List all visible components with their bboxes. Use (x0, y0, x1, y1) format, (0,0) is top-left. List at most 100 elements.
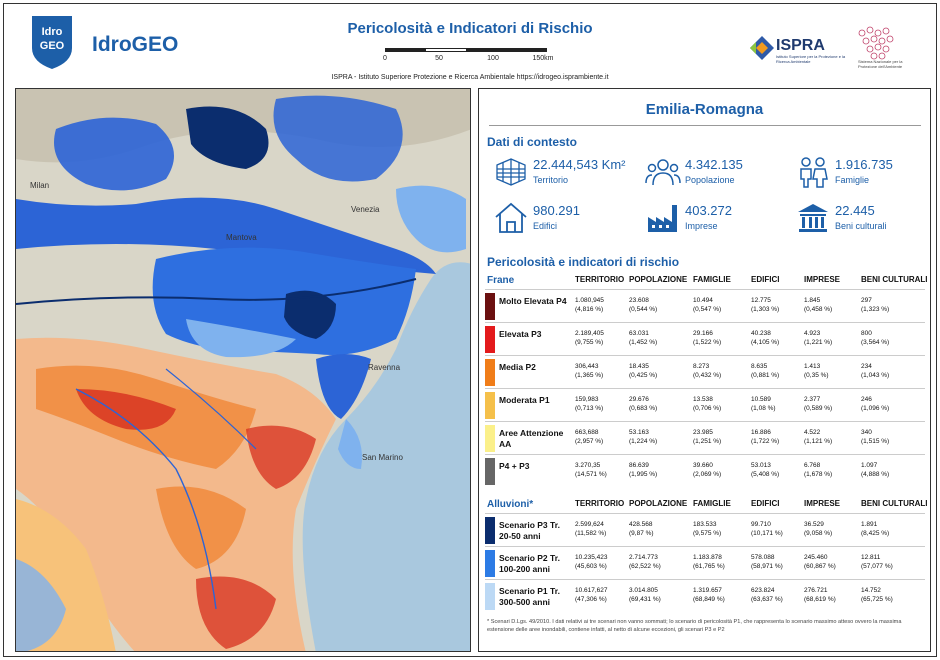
table-cell: 578.088 (58,971 %) (751, 554, 783, 572)
legend-swatch (485, 458, 495, 485)
table-cell: 1.319.657 (68,849 %) (693, 587, 725, 605)
cell-value: 297 (861, 297, 872, 304)
table-row: Media P2 306,443 (1,365 %) 18.435 (0,425 %) 8… (485, 355, 925, 388)
table-cell: 36.529 (9,058 %) (804, 521, 832, 539)
table-cell: 99.710 (10,171 %) (751, 521, 783, 539)
table-cell: 340 (1,515 %) (861, 429, 889, 447)
context-buildings: 980.291 Edifici (493, 201, 633, 239)
cell-value: 1.413 (804, 363, 821, 370)
cell-value: 3.270,35 (575, 462, 601, 469)
table-cell: 8.635 (0,881 %) (751, 363, 779, 381)
cell-percent: (0,544 %) (629, 305, 658, 313)
cell-value: 4.522 (804, 429, 821, 436)
table-cell: 86.639 (1,995 %) (629, 462, 657, 480)
cell-percent: (1,08 %) (751, 404, 776, 412)
context-label: Imprese (685, 221, 718, 231)
table-cell: 39.660 (2,069 %) (693, 462, 721, 480)
cell-percent: (68,619 %) (804, 595, 836, 603)
ispra-logo-icon (750, 36, 774, 60)
context-label: Edifici (533, 221, 558, 231)
cell-value: 1.097 (861, 462, 878, 469)
cell-percent: (1,995 %) (629, 470, 658, 478)
cell-percent: (60,867 %) (804, 562, 836, 570)
buildings-icon (495, 202, 527, 233)
table-cell: 276.721 (68,619 %) (804, 587, 836, 605)
table-row: Scenario P2 Tr. 100-200 anni 10.235,423 (4… (485, 546, 925, 579)
cell-value: 8.635 (751, 363, 768, 370)
cell-percent: (0,425 %) (629, 371, 658, 379)
context-label: Popolazione (685, 175, 735, 185)
legend-swatch (485, 583, 495, 610)
map-label-milan: Milan (30, 181, 50, 190)
cell-percent: (2,069 %) (693, 470, 722, 478)
cell-percent: (0,547 %) (693, 305, 722, 313)
cell-value: 39.660 (693, 462, 713, 469)
table-cell: 2.599,624 (11,582 %) (575, 521, 606, 539)
cell-value: 245.460 (804, 554, 828, 561)
context-label: Beni culturali (835, 221, 887, 231)
families-icon (800, 157, 828, 188)
cell-percent: (8,425 %) (861, 529, 890, 537)
table-cell: 2.189,405 (9,755 %) (575, 330, 604, 348)
cell-percent: (0,683 %) (629, 404, 658, 412)
divider (489, 125, 921, 126)
row-label: Scenario P3 Tr. 20-50 anni (499, 520, 560, 541)
cell-value: 12.811 (861, 554, 881, 561)
table-cell: 3.014.805 (69,431 %) (629, 587, 661, 605)
cell-percent: (9,058 %) (804, 529, 833, 537)
cell-percent: (1,365 %) (575, 371, 604, 379)
cell-value: 8.273 (693, 363, 710, 370)
map-label-mantova: Mantova (226, 233, 257, 242)
cell-value: 53.013 (751, 462, 771, 469)
businesses-icon (648, 205, 677, 232)
table-cell: 306,443 (1,365 %) (575, 363, 603, 381)
cell-percent: (9,575 %) (693, 529, 722, 537)
cell-value: 23.608 (629, 297, 649, 304)
snpa-logo-icon (858, 26, 894, 60)
cell-value: 246 (861, 396, 872, 403)
table-cell: 16.886 (1,722 %) (751, 429, 779, 447)
row-label: P4 + P3 (499, 461, 530, 471)
row-label: Moderata P1 (499, 395, 550, 405)
cell-value: 12.775 (751, 297, 771, 304)
region-name: Emilia-Romagna (645, 101, 764, 118)
table-cell: 40.238 (4,105 %) (751, 330, 779, 348)
cell-percent: (11,582 %) (575, 529, 607, 537)
legend-swatch (485, 550, 495, 577)
context-population: 4.342.135 Popolazione (645, 155, 785, 193)
cell-percent: (0,458 %) (804, 305, 833, 313)
cell-percent: (9,87 %) (629, 529, 654, 537)
scale-bar: 0 50 100 150km (383, 48, 554, 68)
table-cell: 800 (3,564 %) (861, 330, 889, 348)
map-canvas (16, 89, 470, 651)
cell-percent: (4,816 %) (575, 305, 604, 313)
cell-value: 159,983 (575, 396, 599, 403)
statistics-panel: Emilia-Romagna Dati di contesto 22.444,5… (478, 88, 931, 652)
cell-percent: (0,713 %) (575, 404, 604, 412)
table-cell: 4.522 (1,121 %) (804, 429, 832, 447)
cell-percent: (47,306 %) (575, 595, 607, 603)
hazard-map[interactable]: Milan Mantova Venezia Ravenna San Marino (15, 88, 471, 652)
table-cell: 1.845 (0,458 %) (804, 297, 832, 315)
table-cell: 63.031 (1,452 %) (629, 330, 657, 348)
population-icon (645, 159, 681, 186)
cell-percent: (3,564 %) (861, 338, 890, 346)
context-label: Famiglie (835, 175, 870, 185)
cell-percent: (0,706 %) (693, 404, 722, 412)
floods-title: Alluvioni* (487, 499, 534, 510)
legend-swatch (485, 425, 495, 452)
cell-percent: (5,408 %) (751, 470, 780, 478)
cell-value: 1.080,945 (575, 297, 604, 304)
row-label: Media P2 (499, 362, 536, 372)
table-cell: 53.163 (1,224 %) (629, 429, 657, 447)
table-cell: 8.273 (0,432 %) (693, 363, 721, 381)
cell-value: 1.891 (861, 521, 878, 528)
cell-percent: (4,105 %) (751, 338, 780, 346)
scale-tick: 100 (487, 55, 499, 62)
table-cell: 23.608 (0,544 %) (629, 297, 657, 315)
table-cell: 10.494 (0,547 %) (693, 297, 721, 315)
cell-value: 340 (861, 429, 872, 436)
logo-text-top: Idro (42, 26, 63, 38)
table-cell: 13.538 (0,706 %) (693, 396, 721, 414)
brand-name: IdroGEO (92, 33, 179, 56)
